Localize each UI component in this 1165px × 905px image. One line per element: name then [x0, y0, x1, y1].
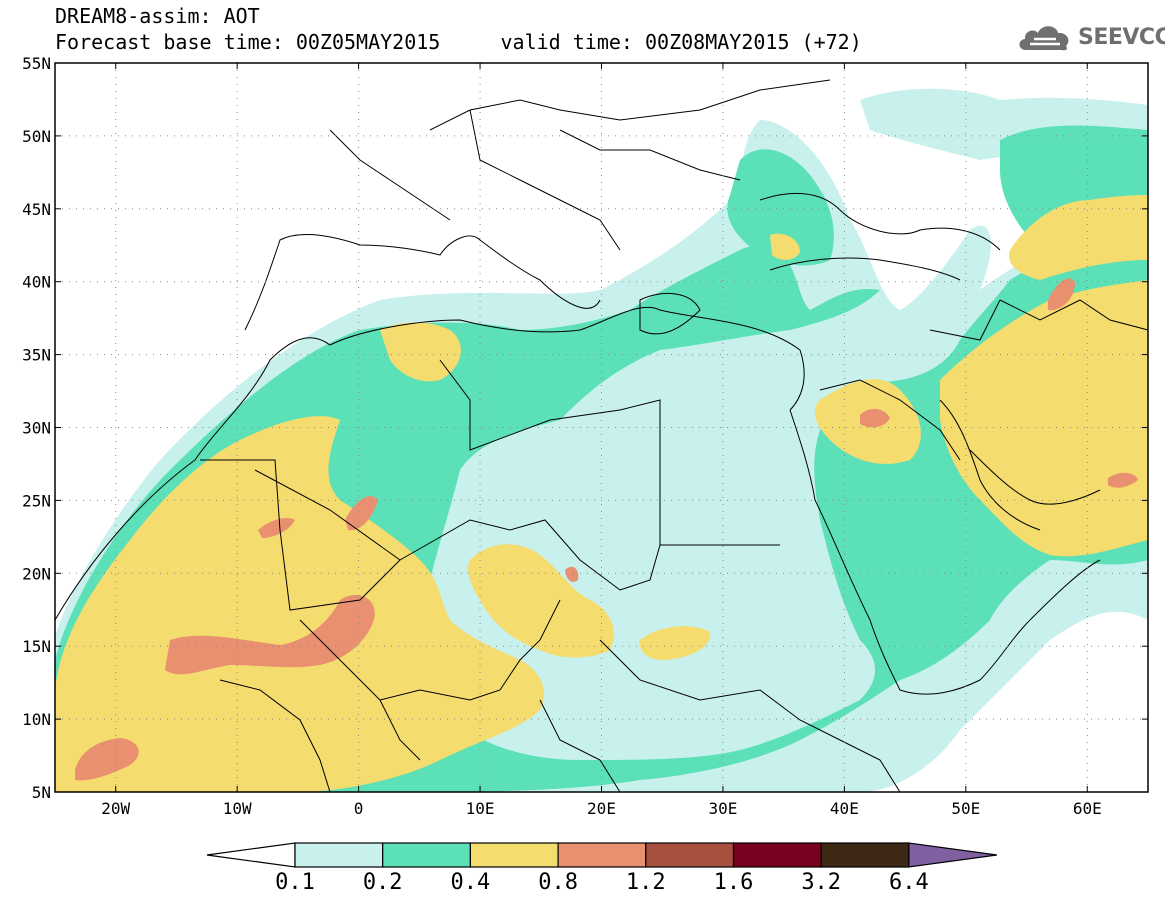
lat-tick-label: 5N	[32, 783, 51, 802]
lon-tick-label: 30E	[708, 799, 737, 818]
lon-tick-label: 60E	[1073, 799, 1102, 818]
lat-tick-label: 10N	[22, 710, 51, 729]
colorbar-label: 0.1	[275, 870, 315, 895]
colorbar-low-arrow	[206, 842, 296, 868]
colorbar-label: 3.2	[801, 870, 841, 895]
lon-tick-label: 10E	[466, 799, 495, 818]
lat-tick-label: 45N	[22, 200, 51, 219]
map-lines	[55, 63, 1148, 792]
lat-tick-label: 40N	[22, 273, 51, 292]
colorbar-swatch	[557, 842, 647, 868]
logo-text: SEEVCCC	[1078, 24, 1165, 50]
seevccc-logo: SEEVCCC	[1016, 20, 1165, 54]
lon-tick-label: 40E	[830, 799, 859, 818]
colorbar-swatch	[469, 842, 559, 868]
lat-tick-label: 15N	[22, 637, 51, 656]
colorbar-label: 0.8	[538, 870, 578, 895]
lon-tick-label: 10W	[223, 799, 252, 818]
lon-tick-label: 0	[354, 799, 364, 818]
lat-tick-label: 35N	[22, 346, 51, 365]
colorbar-label: 1.2	[626, 870, 666, 895]
map-title: DREAM8-assim: AOT	[55, 4, 260, 28]
lon-tick-label: 20W	[101, 799, 130, 818]
colorbar-swatch	[820, 842, 910, 868]
lon-tick-label: 50E	[951, 799, 980, 818]
colorbar: 0.1 0.2 0.4 0.8 1.2 1.6 3.2 6.4	[206, 842, 997, 895]
lon-tick-label: 20E	[587, 799, 616, 818]
lat-tick-label: 20N	[22, 564, 51, 583]
cloud-icon	[1019, 26, 1069, 51]
lat-tick-label: 50N	[22, 127, 51, 146]
colorbar-label: 6.4	[889, 870, 929, 895]
colorbar-high-arrow	[908, 842, 997, 868]
colorbar-swatch	[294, 842, 384, 868]
forecast-times: Forecast base time: 00Z05MAY2015 valid t…	[55, 30, 862, 54]
colorbar-label: 0.2	[363, 870, 403, 895]
lat-tick-label: 55N	[22, 54, 51, 73]
colorbar-swatch	[382, 842, 472, 868]
colorbar-label: 0.4	[451, 870, 491, 895]
lat-tick-label: 30N	[22, 419, 51, 438]
colorbar-swatch	[732, 842, 822, 868]
colorbar-label: 1.6	[714, 870, 754, 895]
lat-tick-label: 25N	[22, 491, 51, 510]
colorbar-swatch	[645, 842, 735, 868]
axis-ticks: 5N 10N 15N 20N 25N 30N 35N 40N 45N 50N 55N 20W 10W 0 1…	[22, 54, 1148, 818]
